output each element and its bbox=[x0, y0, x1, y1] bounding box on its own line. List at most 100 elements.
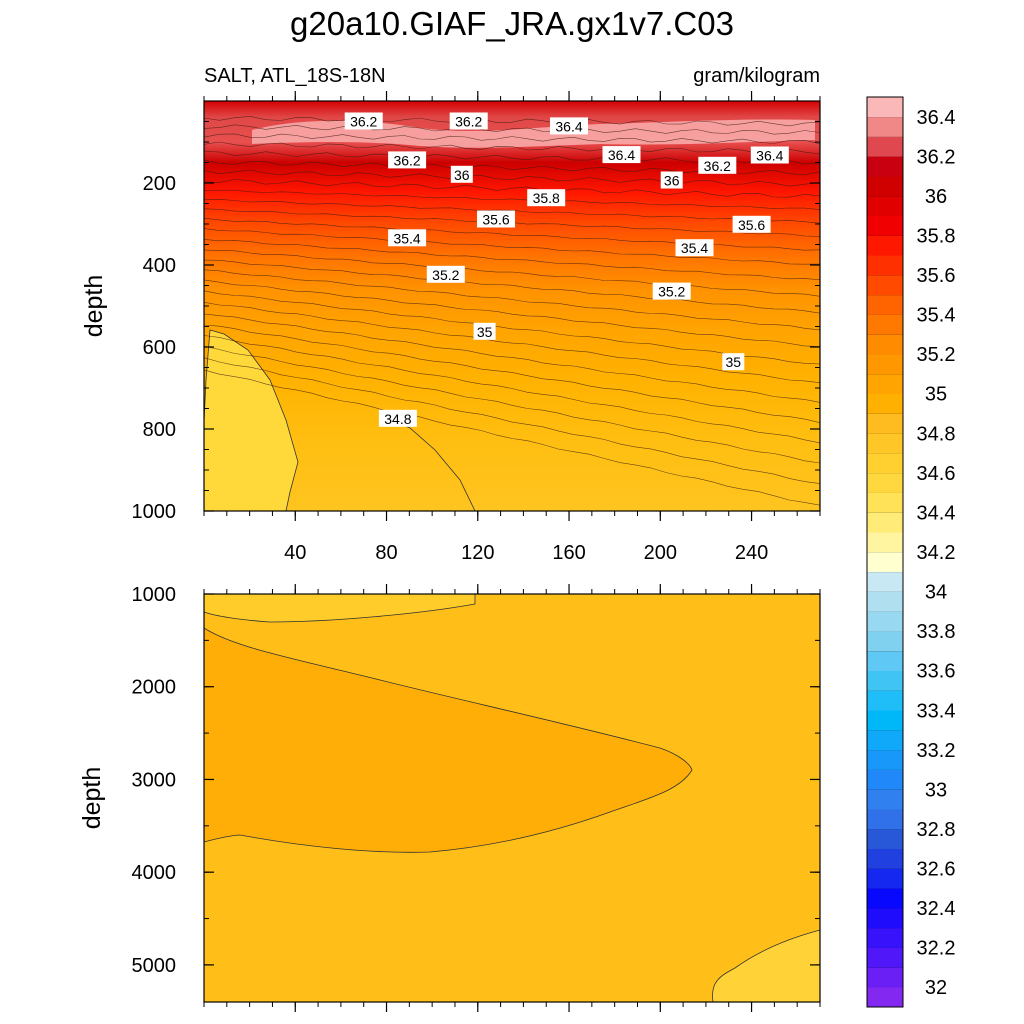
contour-label-box bbox=[473, 322, 496, 340]
lower-panel-frame bbox=[203, 593, 821, 1003]
colorbar-tick-label: 33 bbox=[925, 779, 947, 801]
y-tick-label: 3000 bbox=[132, 769, 177, 791]
colorbar-tick-label: 36.2 bbox=[917, 146, 956, 168]
colorbar-swatch bbox=[867, 116, 903, 137]
contour-label-text: 35.6 bbox=[738, 217, 765, 233]
upper-contour-line bbox=[203, 302, 821, 383]
lower-panel-bottom-right-lobe bbox=[712, 929, 821, 1003]
colorbar-swatch bbox=[867, 927, 903, 948]
colorbar-swatch bbox=[867, 611, 903, 632]
contour-label-box bbox=[675, 239, 714, 257]
colorbar-tick-label: 32.8 bbox=[917, 819, 956, 841]
colorbar-swatch bbox=[867, 670, 903, 691]
upper-panel-pink-core bbox=[252, 119, 815, 148]
contour-label-text: 35.6 bbox=[482, 212, 509, 228]
colorbar-tick-label: 32 bbox=[925, 977, 947, 999]
colorbar-tick-label: 34.6 bbox=[917, 463, 956, 485]
upper-contour-line bbox=[203, 179, 821, 198]
contour-label-box bbox=[722, 353, 745, 371]
contour-label-box bbox=[426, 265, 465, 283]
colorbar-swatch bbox=[867, 868, 903, 889]
contour-label-box bbox=[527, 189, 566, 207]
contour-label-box bbox=[660, 171, 683, 189]
colorbar-tick-label: 35.4 bbox=[917, 305, 956, 327]
colorbar-swatch bbox=[867, 908, 903, 929]
contour-label-text: 36.2 bbox=[455, 114, 482, 130]
contour-label: 35.6 bbox=[732, 215, 771, 233]
colorbar-swatch bbox=[867, 294, 903, 315]
contour-label-box bbox=[378, 409, 417, 427]
contour-label: 36.2 bbox=[344, 112, 383, 130]
units-label: gram/kilogram bbox=[693, 65, 820, 87]
y-tick-label: 2000 bbox=[132, 677, 177, 699]
contour-label: 35.4 bbox=[388, 229, 427, 247]
colorbar-swatch bbox=[867, 650, 903, 671]
contour-label: 36 bbox=[660, 171, 683, 189]
x-tick-label: 120 bbox=[461, 542, 494, 564]
lower-panel-y-axis: 1000 2000 3000 4000 5000 bbox=[132, 584, 820, 977]
colorbar-tick-label: 34 bbox=[925, 582, 947, 604]
contour-label-text: 36.2 bbox=[350, 114, 377, 130]
upper-panel-contour-labels: 36.2 36.2 36.4 36.2 36.4 36.2 36.4 36 36 35.8 35.6… bbox=[344, 112, 789, 427]
contour-label-text: 35 bbox=[726, 354, 742, 370]
x-tick-label: 160 bbox=[552, 542, 585, 564]
colorbar-tick-label: 32.4 bbox=[917, 898, 956, 920]
contour-label-box bbox=[477, 210, 515, 228]
upper-contour-line bbox=[203, 228, 821, 265]
upper-panel: 36.2 36.2 36.4 36.2 36.4 36.2 36.4 36 36 35.8 35.6… bbox=[80, 91, 821, 564]
colorbar-tick-label: 34.2 bbox=[917, 542, 956, 564]
contour-label-text: 35.8 bbox=[533, 190, 560, 206]
contour-label-text: 35.2 bbox=[658, 284, 685, 300]
contour-label: 36.2 bbox=[449, 112, 488, 130]
contour-label-box bbox=[344, 112, 383, 130]
colorbar-swatch bbox=[867, 690, 903, 711]
colorbar-swatch bbox=[867, 749, 903, 770]
upper-contour-line bbox=[203, 198, 821, 224]
contour-label-box bbox=[602, 146, 641, 164]
y-tick-label: 800 bbox=[143, 419, 176, 441]
colorbar-tick-label: 35 bbox=[925, 384, 947, 406]
y-tick-label: 600 bbox=[143, 337, 176, 359]
colorbar-swatch bbox=[867, 809, 903, 830]
contour-label-box bbox=[698, 156, 737, 174]
contour-label-box bbox=[388, 229, 427, 247]
contour-label: 36.4 bbox=[750, 146, 789, 164]
colorbar-swatch bbox=[867, 947, 903, 968]
upper-contour-line bbox=[203, 357, 821, 484]
colorbar-tick-label: 34.4 bbox=[917, 502, 956, 524]
contour-label-text: 34.8 bbox=[384, 411, 411, 427]
contour-label: 35.2 bbox=[426, 265, 465, 283]
contour-label-text: 36.4 bbox=[756, 148, 783, 164]
colorbar-tick-label: 36.4 bbox=[917, 107, 956, 129]
contour-label: 35 bbox=[473, 322, 496, 340]
upper-contour-line bbox=[203, 133, 821, 145]
colorbar-tick-label: 32.2 bbox=[917, 938, 956, 960]
upper-contour-line bbox=[203, 290, 821, 365]
y-tick-label: 1000 bbox=[132, 584, 177, 606]
colorbar-swatch bbox=[867, 97, 903, 118]
y-tick-label: 400 bbox=[143, 255, 176, 277]
colorbar-tick-label: 34.8 bbox=[917, 423, 956, 445]
colorbar-swatch bbox=[867, 571, 903, 592]
x-tick-label: 80 bbox=[375, 542, 397, 564]
figure-title: g20a10.GIAF_JRA.gx1v7.C03 bbox=[290, 5, 734, 42]
upper-contour-line bbox=[203, 345, 821, 464]
contour-label-text: 36.4 bbox=[555, 118, 582, 134]
y-tick-label: 5000 bbox=[132, 955, 177, 977]
colorbar-tick-label: 35.6 bbox=[917, 265, 956, 287]
upper-contour-line bbox=[203, 279, 821, 347]
lower-panel-top-lobe bbox=[203, 593, 476, 623]
contour-label: 35.6 bbox=[477, 210, 515, 228]
upper-contour-line bbox=[203, 239, 821, 280]
colorbar-swatch bbox=[867, 848, 903, 869]
upper-contour-line bbox=[203, 313, 821, 403]
colorbar-tick-label: 35.2 bbox=[917, 344, 956, 366]
upper-contour-line bbox=[203, 116, 821, 127]
colorbar-tick-label: 33.6 bbox=[917, 661, 956, 683]
contour-label: 35.2 bbox=[652, 282, 691, 300]
colorbar-swatch bbox=[867, 532, 903, 553]
lower-panel-x-axis bbox=[203, 584, 821, 1012]
y-tick-label: 200 bbox=[143, 173, 176, 195]
upper-contour-line bbox=[203, 369, 821, 506]
contour-label-text: 35.2 bbox=[432, 267, 459, 283]
